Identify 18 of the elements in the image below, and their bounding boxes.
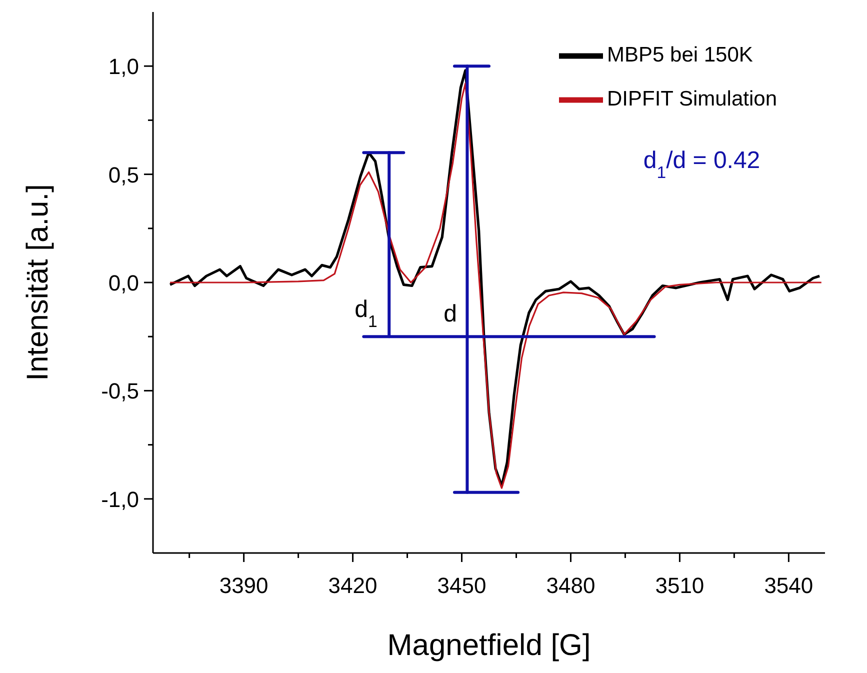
x-tick-label: 3390 <box>219 573 268 598</box>
x-tick-label: 3420 <box>328 573 378 598</box>
y-tick-label: -1,0 <box>101 486 139 512</box>
y-tick-label: 1,0 <box>108 54 139 80</box>
annotation: d$_{1}$ <box>354 296 378 331</box>
y-tick-label: -0,5 <box>101 378 139 404</box>
legend-label: DIPFIT Simulation <box>607 88 777 111</box>
legend-label: MBP5 bei 150K <box>607 44 753 67</box>
y-tick-label: 0,5 <box>108 162 139 188</box>
x-tick-label: 3540 <box>764 573 814 598</box>
x-tick-label: 3450 <box>437 573 486 598</box>
annotation: d$_{1}$/d = 0.42 <box>643 146 760 182</box>
y-axis-title: Intensität [a.u.] <box>22 184 54 381</box>
x-axis-title: Magnetfield [G] <box>387 629 591 662</box>
x-tick-label: 3480 <box>546 573 596 598</box>
x-tick-label: 3510 <box>655 573 704 598</box>
annotation: d <box>444 300 457 328</box>
y-tick-label: 0,0 <box>108 270 139 296</box>
